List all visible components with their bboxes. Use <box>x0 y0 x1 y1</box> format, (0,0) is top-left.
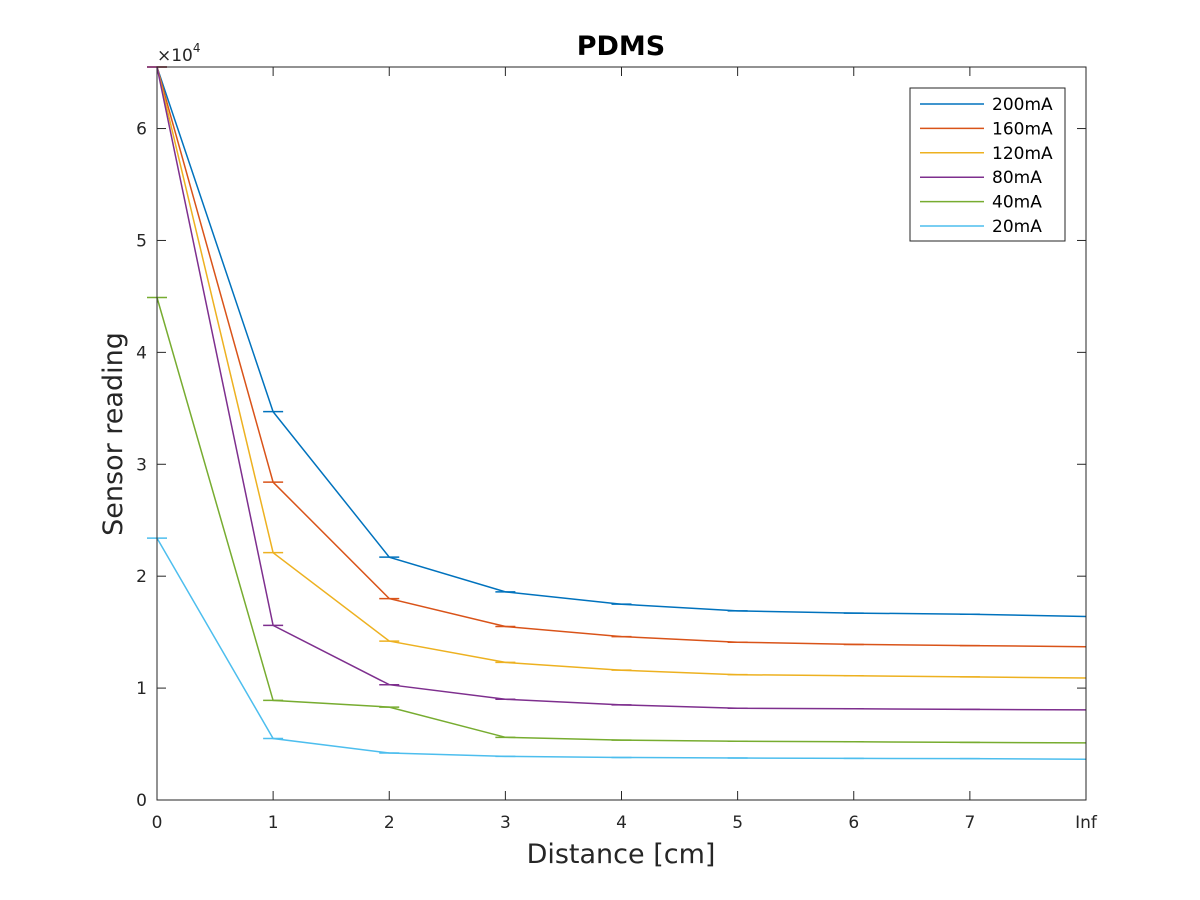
x-ticks: 0 1 2 3 4 5 6 7 Inf <box>152 67 1098 833</box>
y-tick-label: 1 <box>136 679 147 699</box>
y-ticks: 0 1 2 3 4 5 6 <box>136 120 1086 811</box>
y-axis-label: Sensor reading <box>98 332 129 536</box>
legend-label: 80mA <box>992 168 1042 188</box>
y-tick-label: 2 <box>136 567 147 587</box>
y-tick-label: 4 <box>136 343 147 363</box>
x-tick-label: 0 <box>152 813 163 833</box>
x-tick-label: 2 <box>384 813 395 833</box>
legend-label: 120mA <box>992 144 1053 164</box>
y-exponent-power: 4 <box>193 41 201 55</box>
y-exponent: ×104 <box>157 41 201 66</box>
x-tick-label: 7 <box>964 813 975 833</box>
x-tick-label: 1 <box>268 813 279 833</box>
x-axis-label: Distance [cm] <box>527 839 716 870</box>
legend-label: 20mA <box>992 217 1042 237</box>
legend-label: 40mA <box>992 193 1042 213</box>
x-tick-label: Inf <box>1075 813 1098 833</box>
legend: 200mA 160mA 120mA 80mA 40mA 20mA <box>909 87 1066 242</box>
series-layer <box>147 66 1087 760</box>
y-exponent-base: ×10 <box>157 46 193 66</box>
y-tick-label: 0 <box>136 791 147 811</box>
x-tick-label: 4 <box>616 813 627 833</box>
x-tick-label: 6 <box>848 813 859 833</box>
x-tick-label: 5 <box>732 813 743 833</box>
legend-label: 160mA <box>992 119 1053 139</box>
y-tick-label: 6 <box>136 120 147 140</box>
y-tick-label: 3 <box>136 455 147 475</box>
y-tick-label: 5 <box>136 231 147 251</box>
chart-title: PDMS <box>577 31 666 62</box>
legend-box <box>909 87 1066 242</box>
legend-label: 200mA <box>992 95 1053 115</box>
x-tick-label: 3 <box>500 813 511 833</box>
